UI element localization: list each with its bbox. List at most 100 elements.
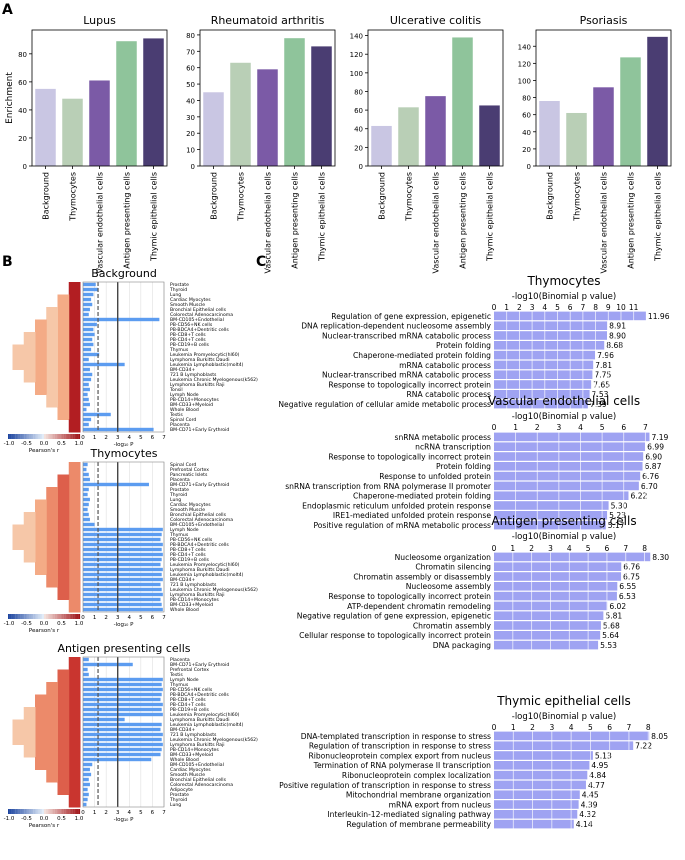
x-tick-label: 2 xyxy=(104,615,108,621)
go-bar xyxy=(494,552,651,562)
corr-cell xyxy=(57,719,70,733)
data-label: 5.81 xyxy=(605,612,622,621)
x-tick-label: 1 xyxy=(513,423,518,432)
corr-cell xyxy=(68,732,81,745)
tissue-bar xyxy=(83,507,88,512)
corr-cell xyxy=(35,707,47,720)
tissue-bar xyxy=(83,482,149,487)
panel-label-a: A xyxy=(2,2,13,18)
colorbar-cell xyxy=(20,434,23,439)
tissue-label: PB-CD14+Monocytes xyxy=(170,597,219,603)
x-tick-label: 0 xyxy=(492,303,497,312)
go-term-label: Chromatin assembly xyxy=(413,621,492,630)
go-bar xyxy=(494,819,574,829)
go-term-label: snRNA transcription from RNA polymerase … xyxy=(285,482,492,491)
x-tick-label: Thymocytes xyxy=(405,172,414,222)
colorbar-cell xyxy=(29,809,32,814)
go-bar xyxy=(494,341,605,350)
corr-cell xyxy=(57,769,70,783)
y-tick-label: 40 xyxy=(354,126,363,134)
tissue-label: Cardiac Myocytes xyxy=(170,767,211,773)
tissue-bar xyxy=(83,472,89,477)
colorbar-cell xyxy=(76,809,79,814)
go-bar xyxy=(494,432,650,442)
colorbar-cell xyxy=(56,809,59,814)
tissue-label: Prefrontal Cortex xyxy=(170,467,209,473)
colorbar-cell xyxy=(11,434,14,439)
bar xyxy=(479,105,500,166)
tissue-label: PB-CD19+B cells xyxy=(170,557,210,563)
colorbar-cell xyxy=(44,809,46,814)
x-tick-label: 7 xyxy=(162,810,166,816)
tissue-label: Lymph Node xyxy=(170,392,199,398)
corr-cell xyxy=(35,694,47,708)
tissue-bar xyxy=(83,777,89,782)
colorbar-tick-label: 0.0 xyxy=(40,441,49,447)
tissue-bar xyxy=(83,547,162,552)
tissue-bar xyxy=(83,377,92,382)
corr-cell xyxy=(57,382,70,395)
tissue-bar xyxy=(83,702,163,707)
tissue-bar xyxy=(83,657,89,662)
data-label: 6.70 xyxy=(641,482,658,491)
x-tick-label: 6 xyxy=(607,723,612,732)
colorbar-cell xyxy=(71,614,73,619)
corr-cell xyxy=(35,319,47,333)
block-title: Background xyxy=(91,267,157,280)
data-label: 6.76 xyxy=(642,472,659,481)
go-bar xyxy=(494,790,580,799)
tissue-label: Lymphoma Burkitts Raji xyxy=(170,592,225,598)
tissue-label: Lymphoma Burkitts Daudi xyxy=(170,357,230,363)
corr-cell xyxy=(57,757,70,770)
corr-cell xyxy=(57,574,70,588)
tissue-label: BM-CD105+Endothelial xyxy=(170,522,224,528)
colorbar-cell xyxy=(65,434,68,439)
corr-cell xyxy=(35,382,47,395)
y-tick-label: 100 xyxy=(518,77,531,85)
corr-cell xyxy=(68,657,81,670)
tissue-bar xyxy=(83,297,92,302)
x-tick-label: 2 xyxy=(530,723,535,732)
colorbar-cell xyxy=(11,614,14,619)
colorbar-cell xyxy=(58,614,61,619)
tissue-bar xyxy=(83,792,89,797)
tissue-bar xyxy=(83,367,90,372)
data-label: 8.68 xyxy=(606,341,623,350)
tissue-bar xyxy=(83,672,89,677)
data-label: 5.23 xyxy=(609,511,626,520)
tissue-bar xyxy=(83,477,90,482)
go-bar xyxy=(494,582,618,591)
corr-cell xyxy=(57,499,70,513)
corr-cell xyxy=(35,744,47,758)
colorbar-cell xyxy=(8,434,10,439)
tissue-bar xyxy=(83,527,163,532)
x-tick-label: 7 xyxy=(162,615,166,621)
tissue-bar xyxy=(83,517,90,522)
corr-cell xyxy=(23,369,36,383)
colorbar-cell xyxy=(9,614,12,619)
x-tick-label: 5 xyxy=(139,810,143,816)
corr-cell xyxy=(68,599,81,613)
x-tick-label: 8 xyxy=(642,544,647,553)
go-term-label: Nuclear-transcribed mRNA catabolic proce… xyxy=(322,331,491,340)
go-bar xyxy=(494,621,601,630)
tissue-label: Testis xyxy=(169,672,183,678)
colorbar-tick-label: 0.5 xyxy=(57,816,66,822)
x-tick-label: 9 xyxy=(606,303,611,312)
panel-label-c: C xyxy=(256,254,266,270)
tissue-label: Bronchial Epithelial cells xyxy=(170,512,227,518)
data-label: 7.81 xyxy=(595,361,612,370)
tissue-bar xyxy=(83,727,161,732)
corr-cell xyxy=(46,719,58,733)
bar xyxy=(89,80,110,166)
corr-cell xyxy=(68,462,81,475)
tissue-label: PB-CD4+T cells xyxy=(170,552,206,558)
tissue-bar xyxy=(83,687,163,692)
go-term-label: IRE1-mediated unfolded protein response xyxy=(333,511,491,520)
colorbar-tick-label: 0.0 xyxy=(40,621,49,627)
corr-cell xyxy=(57,694,70,708)
y-tick-label: 100 xyxy=(350,70,363,78)
colorbar-cell xyxy=(42,809,45,814)
corr-cell xyxy=(46,769,58,783)
colorbar-cell xyxy=(9,434,12,439)
